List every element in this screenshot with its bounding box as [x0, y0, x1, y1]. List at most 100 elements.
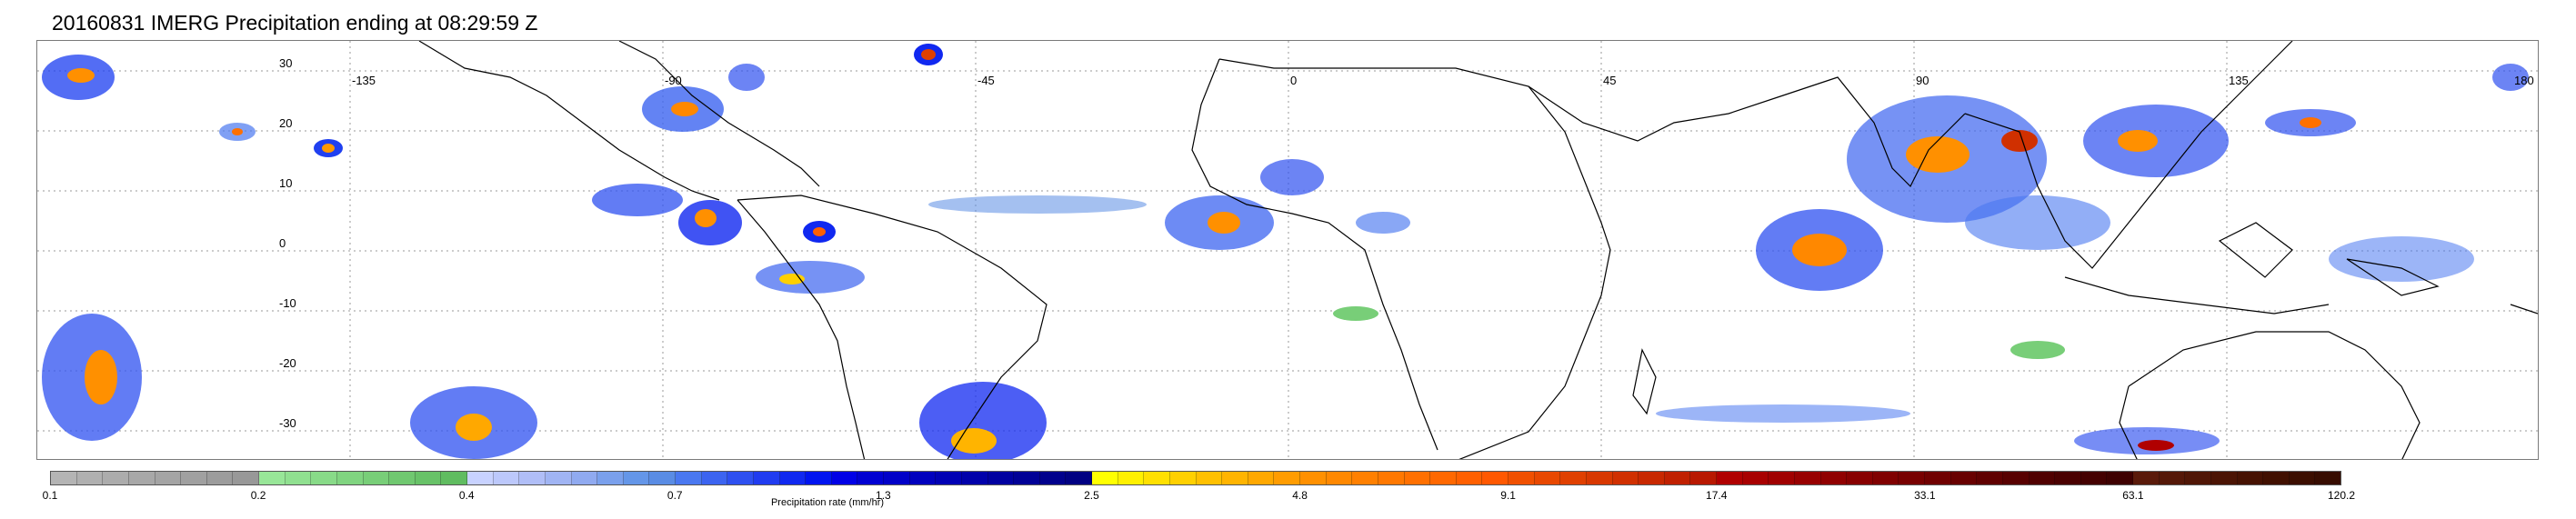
colorbar-tick-label: 9.1: [1500, 489, 1516, 502]
longitude-label: 0: [1290, 74, 1297, 87]
colorbar-swatch: [987, 472, 1015, 484]
colorbar-tick-label: 0.4: [458, 489, 475, 502]
colorbar-swatch: [2029, 472, 2056, 484]
colorbar-swatch: [1456, 472, 1483, 484]
colorbar-swatch: [1144, 472, 1170, 484]
colorbar-swatch: [571, 472, 598, 484]
latitude-label: 30: [279, 56, 292, 70]
colorbar-swatch: [676, 472, 702, 484]
colorbar: [50, 471, 2341, 485]
colorbar-swatch: [1509, 472, 1535, 484]
colorbar-swatch: [1899, 472, 1925, 484]
colorbar-swatch: [181, 472, 207, 484]
latitude-label: 0: [279, 236, 286, 250]
colorbar-swatch: [909, 472, 937, 484]
longitude-label: 135: [2229, 74, 2249, 87]
colorbar-swatch: [2210, 472, 2238, 484]
colorbar-swatch: [1950, 472, 1978, 484]
colorbar-swatch: [1717, 472, 1743, 484]
colorbar-swatch: [2133, 472, 2160, 484]
colorbar-swatch: [336, 472, 364, 484]
colorbar-tick-label: 33.1: [1914, 489, 1936, 502]
colorbar-swatch: [128, 472, 155, 484]
colorbar-swatch: [493, 472, 520, 484]
colorbar-swatch: [1196, 472, 1223, 484]
colorbar-swatch: [2185, 472, 2211, 484]
colorbar-swatch: [2107, 472, 2133, 484]
colorbar-swatch: [285, 472, 312, 484]
colorbar-swatch: [1847, 472, 1873, 484]
colorbar-swatch: [779, 472, 807, 484]
longitude-label: -90: [665, 74, 682, 87]
latitude-label: -10: [279, 296, 296, 310]
colorbar-swatch: [363, 472, 390, 484]
colorbar-swatch: [1352, 472, 1378, 484]
map-canvas: 30 20 10 0 -10 -20 -30 -135 -90 -45 0 45 90 135 180: [37, 41, 2538, 459]
graticule: [37, 41, 2538, 459]
longitude-label: -45: [977, 74, 995, 87]
colorbar-swatch: [1925, 472, 1951, 484]
colorbar-swatch: [233, 472, 259, 484]
colorbar-swatch: [441, 472, 467, 484]
colorbar-swatch: [415, 472, 442, 484]
colorbar-swatch: [1534, 472, 1561, 484]
colorbar-swatch: [1586, 472, 1613, 484]
colorbar-swatch: [259, 472, 286, 484]
colorbar-swatch: [1742, 472, 1769, 484]
colorbar-swatch: [76, 472, 104, 484]
colorbar-swatch: [1248, 472, 1275, 484]
colorbar-swatch: [1300, 472, 1327, 484]
colorbar-swatch: [1039, 472, 1067, 484]
colorbar-label: Precipitation rate (mm/hr): [770, 497, 885, 508]
colorbar-swatch: [1404, 472, 1431, 484]
colorbar-tick-label: 0.1: [42, 489, 58, 502]
colorbar-swatch: [1222, 472, 1248, 484]
colorbar-swatch: [1430, 472, 1457, 484]
longitude-label: 45: [1603, 74, 1616, 87]
precipitation-field: [42, 44, 2529, 459]
colorbar-swatch: [206, 472, 234, 484]
precipitation-map: 30 20 10 0 -10 -20 -30 -135 -90 -45 0 45 90 135 180: [36, 40, 2539, 460]
colorbar-swatch: [1066, 472, 1092, 484]
colorbar-swatch: [1639, 472, 1665, 484]
colorbar-swatch: [2055, 472, 2081, 484]
colorbar-swatch: [467, 472, 494, 484]
colorbar-swatch: [1118, 472, 1145, 484]
colorbar-swatch: [51, 472, 77, 484]
colorbar-swatch: [155, 472, 182, 484]
colorbar-swatch: [311, 472, 337, 484]
colorbar-swatch: [2159, 472, 2186, 484]
latitude-label: -30: [279, 416, 296, 430]
colorbar-swatch: [1092, 472, 1118, 484]
latitude-label: 10: [279, 176, 292, 190]
colorbar-tick-label: 1.3: [876, 489, 891, 502]
colorbar-swatch: [2002, 472, 2030, 484]
colorbar-swatch: [1560, 472, 1587, 484]
colorbar-swatch: [2263, 472, 2290, 484]
longitude-label: 90: [1916, 74, 1929, 87]
colorbar-swatch: [1482, 472, 1509, 484]
coastlines: [418, 41, 2538, 459]
colorbar-swatch: [753, 472, 780, 484]
colorbar-tick-label: 120.2: [2327, 489, 2356, 502]
colorbar-swatch: [1664, 472, 1691, 484]
colorbar-swatch: [1274, 472, 1300, 484]
colorbar-swatch: [649, 472, 676, 484]
colorbar-swatch: [545, 472, 572, 484]
colorbar-swatch: [1977, 472, 2003, 484]
colorbar-swatch: [597, 472, 624, 484]
longitude-label: -135: [352, 74, 376, 87]
colorbar-tick-label: 0.2: [250, 489, 266, 502]
colorbar-tick-label: 63.1: [2122, 489, 2144, 502]
colorbar-swatch: [884, 472, 910, 484]
colorbar-swatch: [936, 472, 962, 484]
colorbar-swatch: [857, 472, 884, 484]
colorbar-swatch: [2315, 472, 2340, 484]
axis-labels: 30 20 10 0 -10 -20 -30 -135 -90 -45 0 45 90 135 180: [279, 56, 2534, 430]
colorbar-swatch: [1769, 472, 1795, 484]
colorbar-swatch: [1794, 472, 1821, 484]
map-title: 20160831 IMERG Precipitation ending at 0…: [52, 11, 538, 35]
longitude-label: 180: [2514, 74, 2534, 87]
colorbar-swatch: [1378, 472, 1405, 484]
colorbar-swatch: [103, 472, 129, 484]
